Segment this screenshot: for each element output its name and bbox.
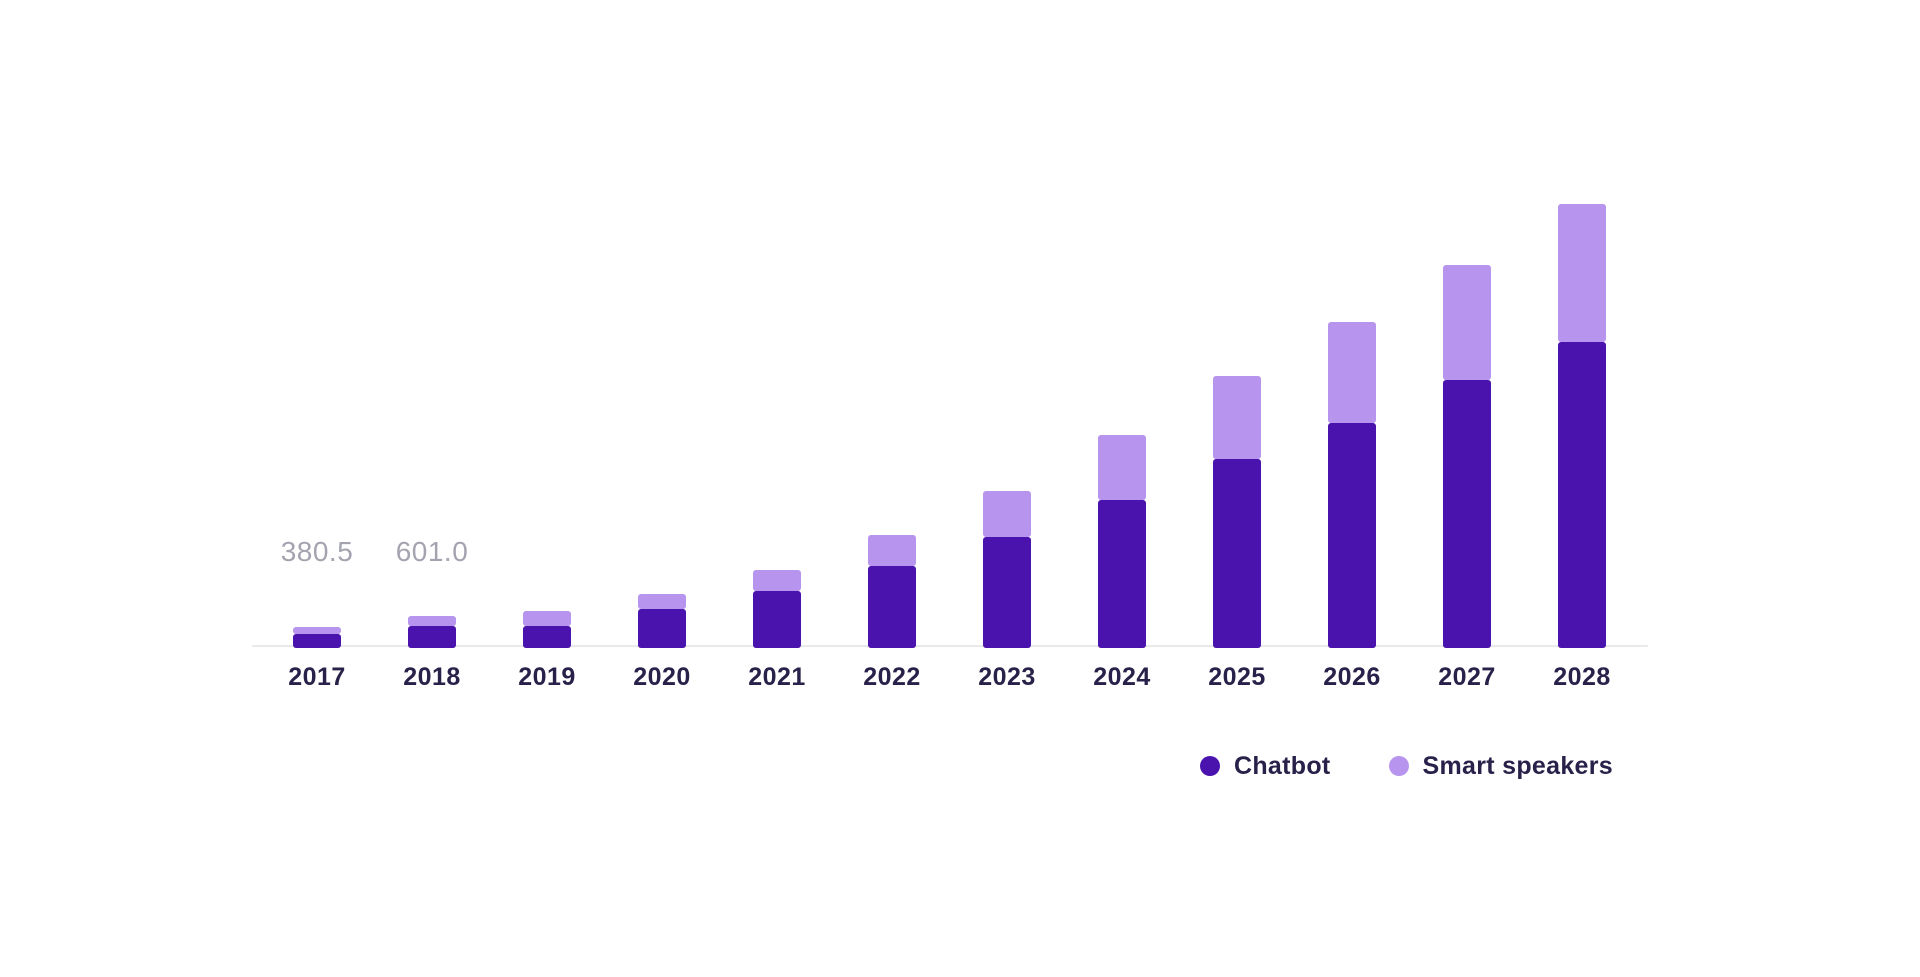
bar-segment-smart-speakers xyxy=(753,570,801,591)
legend-dot-chatbot-icon xyxy=(1200,756,1220,776)
x-axis-label: 2018 xyxy=(403,663,461,691)
bar-segment-chatbot xyxy=(1328,423,1376,648)
legend-item-chatbot: Chatbot xyxy=(1200,752,1331,781)
bar-segment-chatbot xyxy=(868,566,916,648)
bar-segment-smart-speakers xyxy=(983,491,1031,537)
x-axis-label: 2020 xyxy=(633,663,691,691)
bar-group-2020 xyxy=(638,593,686,648)
bar-segment-smart-speakers xyxy=(1213,376,1261,460)
plot-area: 2017 2018 2019 2020 2021 2022 2023 2024 2025 2026… xyxy=(252,150,1648,691)
bar-segment-smart-speakers xyxy=(1443,265,1491,380)
bar-group-2023 xyxy=(983,491,1031,648)
bar-segment-chatbot xyxy=(1558,342,1606,648)
bar-segment-smart-speakers xyxy=(1098,435,1146,500)
legend-dot-smart-speakers-icon xyxy=(1388,756,1409,776)
bar-group-2026 xyxy=(1328,322,1376,648)
bar-group-2027 xyxy=(1443,265,1491,648)
bar-group-2022 xyxy=(868,534,916,648)
x-axis-label: 2026 xyxy=(1323,663,1381,691)
x-axis-line xyxy=(252,645,1648,647)
bar-segment-chatbot xyxy=(523,626,571,648)
legend-label-smart-speakers: Smart speakers xyxy=(1422,751,1613,780)
x-axis-label: 2025 xyxy=(1208,663,1266,691)
bar-group-2024 xyxy=(1098,435,1146,648)
bar-segment-chatbot xyxy=(1098,499,1146,648)
bar-segment-smart-speakers xyxy=(868,534,916,566)
bar-group-2018 xyxy=(408,615,456,648)
bar-group-2017 xyxy=(293,626,341,648)
bar-group-2028 xyxy=(1558,204,1606,648)
bar-segment-chatbot xyxy=(408,625,456,648)
bar-segment-chatbot xyxy=(293,634,341,648)
legend: Chatbot Smart speakers xyxy=(1200,750,1613,782)
bar-segment-chatbot xyxy=(1443,380,1491,648)
bar-segment-smart-speakers xyxy=(293,626,341,635)
bar-segment-smart-speakers xyxy=(1328,322,1376,424)
legend-item-smart-speakers: Smart speakers xyxy=(1388,751,1613,781)
x-axis-label: 2024 xyxy=(1093,663,1151,691)
bar-segment-chatbot xyxy=(753,591,801,648)
x-axis-label: 2022 xyxy=(863,663,921,691)
bar-segment-chatbot xyxy=(1213,459,1261,648)
x-axis-label: 2021 xyxy=(748,663,806,691)
x-axis-label: 2023 xyxy=(978,663,1036,691)
bar-segment-smart-speakers xyxy=(638,593,686,609)
bar-group-2021 xyxy=(753,570,801,648)
x-axis-label: 2027 xyxy=(1438,663,1496,691)
bar-segment-smart-speakers xyxy=(1558,204,1606,343)
bar-group-2025 xyxy=(1213,376,1261,648)
bar-segment-smart-speakers xyxy=(523,611,571,627)
x-axis-label: 2017 xyxy=(288,663,346,691)
data-label-2017: 380.5 xyxy=(280,536,354,567)
x-axis-label: 2019 xyxy=(518,663,576,691)
data-label-2018: 601.0 xyxy=(395,536,469,567)
legend-label-chatbot: Chatbot xyxy=(1234,751,1331,780)
bar-segment-chatbot xyxy=(983,537,1031,648)
x-axis-label: 2028 xyxy=(1553,663,1611,691)
bar-segment-smart-speakers xyxy=(408,615,456,626)
bar-segment-chatbot xyxy=(638,608,686,648)
bar-group-2019 xyxy=(523,611,571,648)
